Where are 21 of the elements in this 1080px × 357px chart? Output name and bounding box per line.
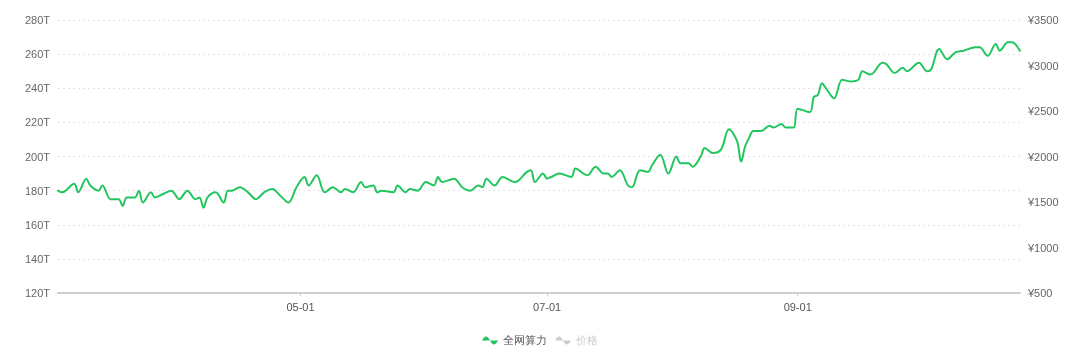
y2-tick-label: ¥1000 xyxy=(1027,241,1059,254)
y-tick-label: 140T xyxy=(24,252,51,265)
x-tick-label: 05-01 xyxy=(286,300,315,313)
y-tick-label: 260T xyxy=(24,48,51,61)
x-tick-label: 07-01 xyxy=(533,300,562,313)
y2-tick-label: ¥3000 xyxy=(1027,59,1059,72)
text: 全网算力 xyxy=(503,334,547,347)
y-tick-label: 220T xyxy=(24,116,51,129)
y2-tick-label: ¥3500 xyxy=(1027,14,1059,26)
y2-tick-label: ¥2500 xyxy=(1027,105,1059,117)
y-tick-label: 180T xyxy=(24,184,51,197)
y2-tick-label: ¥2000 xyxy=(1027,150,1059,163)
y-tick-label: 280T xyxy=(24,14,51,26)
x-tick-label: 09-01 xyxy=(783,300,812,313)
y-tick-label: 240T xyxy=(24,82,51,95)
y-tick-label: 120T xyxy=(24,287,51,299)
y-tick-label: 160T xyxy=(24,218,51,231)
y2-tick-label: ¥500 xyxy=(1027,287,1053,299)
y-tick-label: 200T xyxy=(24,150,51,163)
y2-tick-label: ¥1500 xyxy=(1027,196,1059,208)
line-series xyxy=(57,41,1021,209)
